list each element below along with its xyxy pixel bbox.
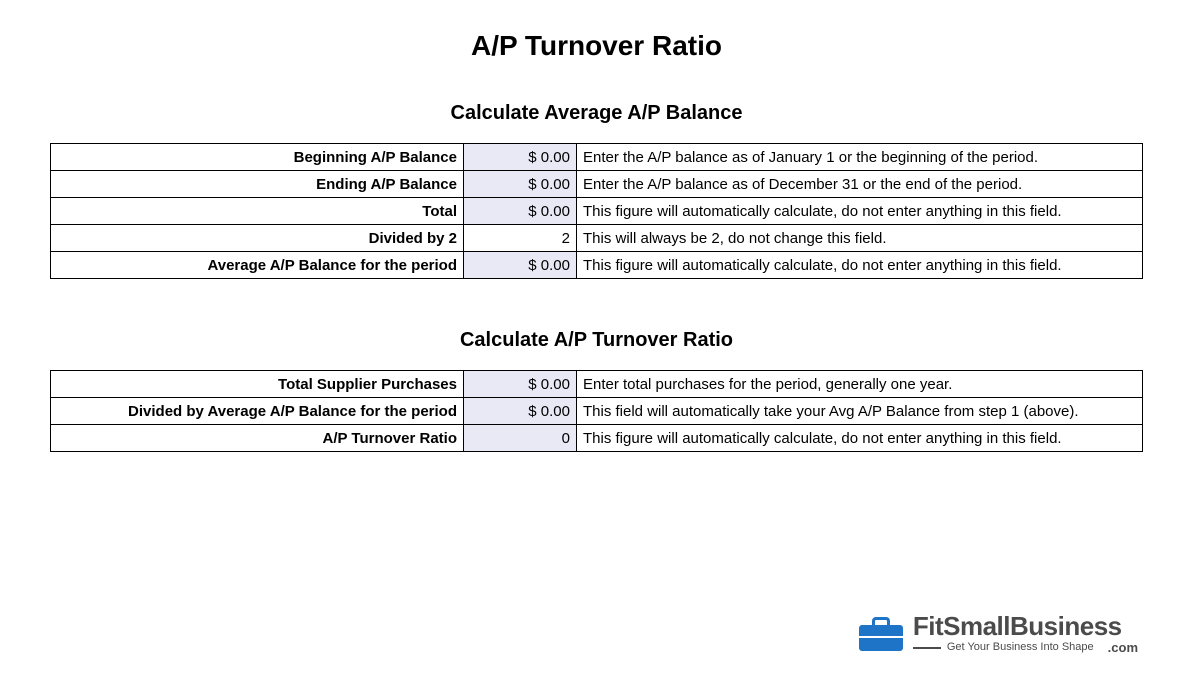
table-row: Total $ 0.00 This figure will automatica… <box>51 198 1143 225</box>
row-label: Total Supplier Purchases <box>51 371 464 398</box>
row-desc: Enter total purchases for the period, ge… <box>577 371 1143 398</box>
row-label: Divided by Average A/P Balance for the p… <box>51 398 464 425</box>
table-row: Beginning A/P Balance $ 0.00 Enter the A… <box>51 144 1143 171</box>
table-row: Total Supplier Purchases $ 0.00 Enter to… <box>51 371 1143 398</box>
section2-heading: Calculate A/P Turnover Ratio <box>50 329 1143 352</box>
row-label: A/P Turnover Ratio <box>51 425 464 452</box>
section1-table: Beginning A/P Balance $ 0.00 Enter the A… <box>50 143 1143 279</box>
logo-line <box>913 647 941 649</box>
logo-brand: FitSmallBusiness <box>913 613 1138 639</box>
row-desc: This figure will automatically calculate… <box>577 425 1143 452</box>
logo-text: FitSmallBusiness Get Your Business Into … <box>913 613 1138 654</box>
row-desc: Enter the A/P balance as of December 31 … <box>577 171 1143 198</box>
row-value: 0 <box>464 425 577 452</box>
page-root: A/P Turnover Ratio Calculate Average A/P… <box>0 0 1193 694</box>
row-label: Ending A/P Balance <box>51 171 464 198</box>
row-label: Beginning A/P Balance <box>51 144 464 171</box>
section2-table: Total Supplier Purchases $ 0.00 Enter to… <box>50 370 1143 452</box>
row-value: 2 <box>464 225 577 252</box>
row-value: $ 0.00 <box>464 398 577 425</box>
row-desc: This field will automatically take your … <box>577 398 1143 425</box>
table-row: Average A/P Balance for the period $ 0.0… <box>51 252 1143 279</box>
row-desc: This will always be 2, do not change thi… <box>577 225 1143 252</box>
logo-tagline: Get Your Business Into Shape <box>947 642 1094 653</box>
row-desc: This figure will automatically calculate… <box>577 252 1143 279</box>
logo: FitSmallBusiness Get Your Business Into … <box>859 613 1138 654</box>
row-value[interactable]: $ 0.00 <box>464 144 577 171</box>
row-value: $ 0.00 <box>464 198 577 225</box>
row-label: Average A/P Balance for the period <box>51 252 464 279</box>
page-title: A/P Turnover Ratio <box>50 30 1143 62</box>
row-value[interactable]: $ 0.00 <box>464 171 577 198</box>
table-row: Divided by Average A/P Balance for the p… <box>51 398 1143 425</box>
row-desc: Enter the A/P balance as of January 1 or… <box>577 144 1143 171</box>
row-value[interactable]: $ 0.00 <box>464 371 577 398</box>
row-label: Total <box>51 198 464 225</box>
row-desc: This figure will automatically calculate… <box>577 198 1143 225</box>
table-row: A/P Turnover Ratio 0 This figure will au… <box>51 425 1143 452</box>
section1-heading: Calculate Average A/P Balance <box>50 102 1143 125</box>
briefcase-icon <box>859 617 903 651</box>
row-label: Divided by 2 <box>51 225 464 252</box>
logo-dotcom: .com <box>1108 641 1138 654</box>
table-row: Ending A/P Balance $ 0.00 Enter the A/P … <box>51 171 1143 198</box>
table-row: Divided by 2 2 This will always be 2, do… <box>51 225 1143 252</box>
row-value: $ 0.00 <box>464 252 577 279</box>
